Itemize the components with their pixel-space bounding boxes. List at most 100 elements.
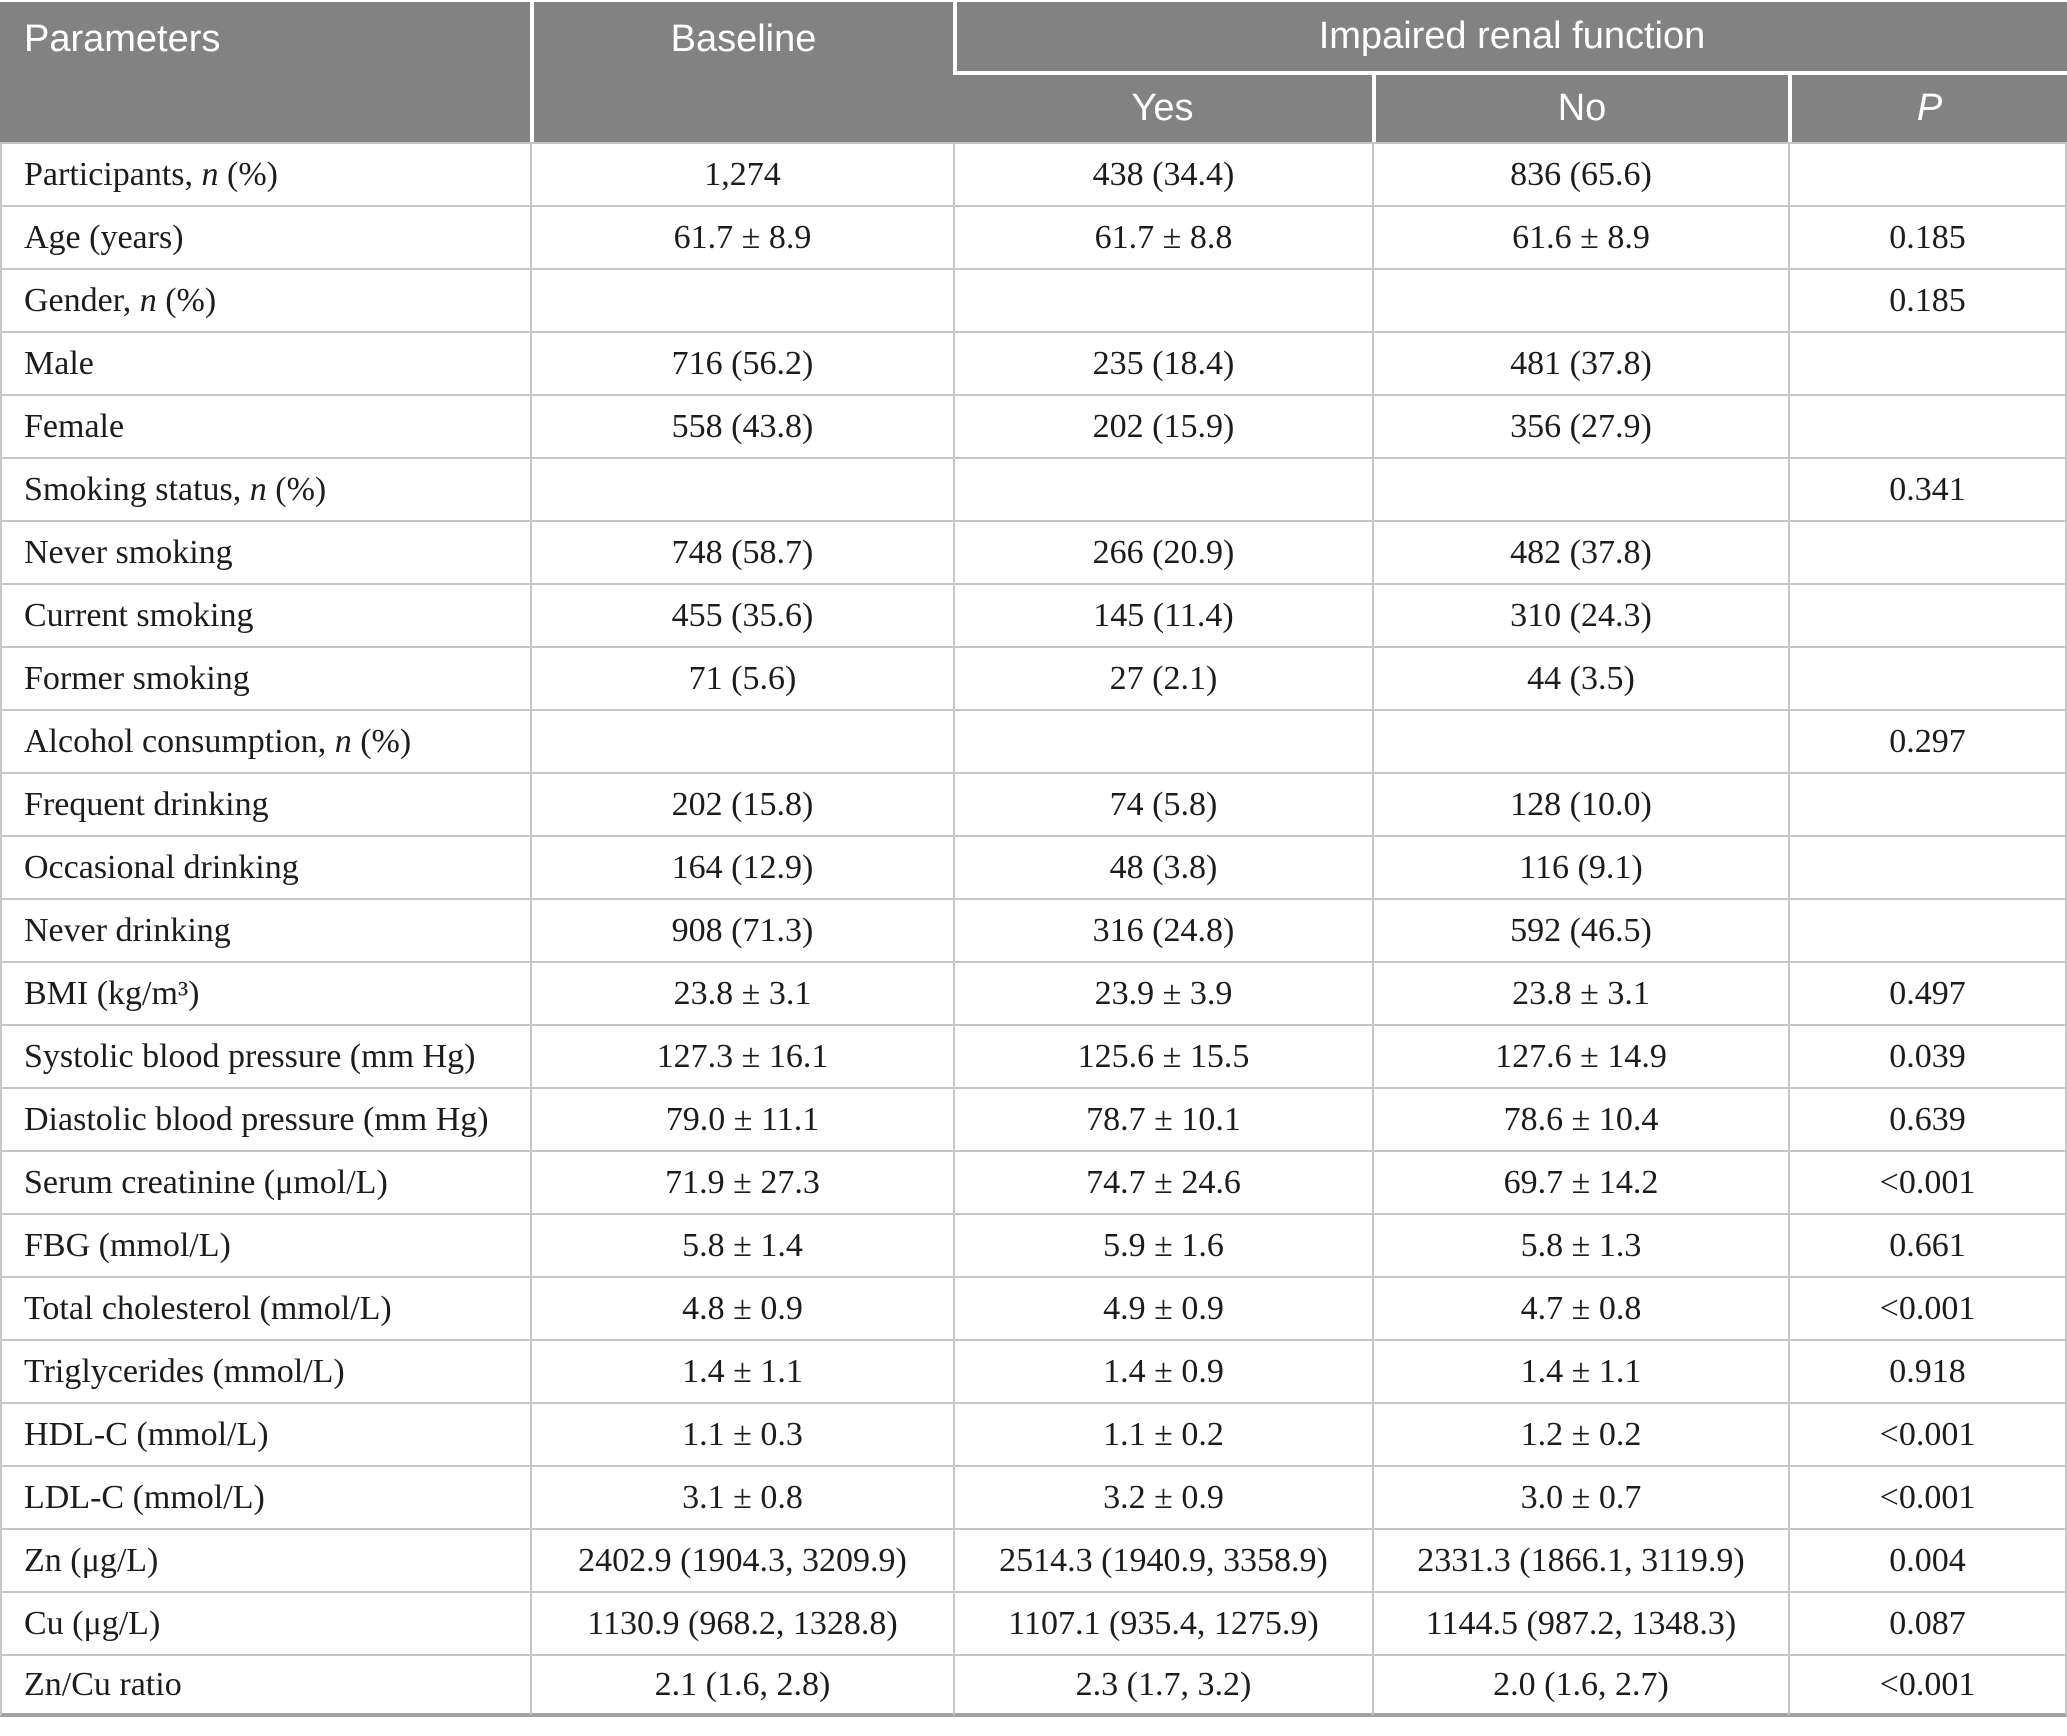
no-value-cell: 482 (37.8) bbox=[1372, 520, 1788, 583]
row-label-cell: Diastolic blood pressure (mm Hg) bbox=[0, 1087, 530, 1150]
baseline-value-cell: 4.8 ± 0.9 bbox=[530, 1276, 953, 1339]
row-label-cell: Frequent drinking bbox=[0, 772, 530, 835]
p-value-cell bbox=[1788, 646, 2067, 709]
table-row: Triglycerides (mmol/L) 1.4 ± 1.1 1.4 ± 0.9… bbox=[0, 1339, 2067, 1402]
yes-value-cell: 316 (24.8) bbox=[953, 898, 1372, 961]
row-label-cell: Female bbox=[0, 394, 530, 457]
p-value-cell bbox=[1788, 331, 2067, 394]
baseline-value-cell: 558 (43.8) bbox=[530, 394, 953, 457]
baseline-value-cell: 79.0 ± 11.1 bbox=[530, 1087, 953, 1150]
table-row: Systolic blood pressure (mm Hg) 127.3 ± 1… bbox=[0, 1024, 2067, 1087]
p-value-cell bbox=[1788, 520, 2067, 583]
p-value-cell: <0.001 bbox=[1788, 1276, 2067, 1339]
row-label-cell: Gender, n (%) bbox=[0, 268, 530, 331]
row-label-cell: FBG (mmol/L) bbox=[0, 1213, 530, 1276]
p-value-cell: <0.001 bbox=[1788, 1402, 2067, 1465]
baseline-value-cell: 3.1 ± 0.8 bbox=[530, 1465, 953, 1528]
table-row: Female 558 (43.8) 202 (15.9) 356 (27.9) bbox=[0, 394, 2067, 457]
yes-value-cell bbox=[953, 709, 1372, 772]
no-value-cell: 5.8 ± 1.3 bbox=[1372, 1213, 1788, 1276]
row-label-cell: LDL-C (mmol/L) bbox=[0, 1465, 530, 1528]
table-row: FBG (mmol/L) 5.8 ± 1.4 5.9 ± 1.6 5.8 ± 1.3 0… bbox=[0, 1213, 2067, 1276]
no-value-cell: 1.2 ± 0.2 bbox=[1372, 1402, 1788, 1465]
baseline-value-cell: 2402.9 (1904.3, 3209.9) bbox=[530, 1528, 953, 1591]
baseline-value-cell: 71.9 ± 27.3 bbox=[530, 1150, 953, 1213]
p-value-cell: 0.639 bbox=[1788, 1087, 2067, 1150]
p-value-cell: 0.039 bbox=[1788, 1024, 2067, 1087]
p-value-cell: 0.004 bbox=[1788, 1528, 2067, 1591]
yes-value-cell: 235 (18.4) bbox=[953, 331, 1372, 394]
table-row: Cu (μg/L) 1130.9 (968.2, 1328.8) 1107.1 (9… bbox=[0, 1591, 2067, 1654]
table-row: Former smoking 71 (5.6) 27 (2.1) 44 (3.5) bbox=[0, 646, 2067, 709]
yes-value-cell: 266 (20.9) bbox=[953, 520, 1372, 583]
table-row: Participants, n (%) 1,274 438 (34.4) 836 (6… bbox=[0, 142, 2067, 205]
baseline-value-cell: 1.4 ± 1.1 bbox=[530, 1339, 953, 1402]
baseline-value-cell: 5.8 ± 1.4 bbox=[530, 1213, 953, 1276]
row-label-cell: Occasional drinking bbox=[0, 835, 530, 898]
p-value-cell bbox=[1788, 394, 2067, 457]
yes-value-cell: 5.9 ± 1.6 bbox=[953, 1213, 1372, 1276]
no-value-cell: 1144.5 (987.2, 1348.3) bbox=[1372, 1591, 1788, 1654]
baseline-value-cell: 908 (71.3) bbox=[530, 898, 953, 961]
baseline-value-cell: 71 (5.6) bbox=[530, 646, 953, 709]
no-value-cell: 61.6 ± 8.9 bbox=[1372, 205, 1788, 268]
row-label-cell: HDL-C (mmol/L) bbox=[0, 1402, 530, 1465]
row-label-cell: Alcohol consumption, n (%) bbox=[0, 709, 530, 772]
yes-value-cell: 27 (2.1) bbox=[953, 646, 1372, 709]
no-value-cell: 127.6 ± 14.9 bbox=[1372, 1024, 1788, 1087]
table-row: BMI (kg/m³) 23.8 ± 3.1 23.9 ± 3.9 23.8 ± 3.… bbox=[0, 961, 2067, 1024]
row-label-cell: Cu (μg/L) bbox=[0, 1591, 530, 1654]
p-value-cell: 0.661 bbox=[1788, 1213, 2067, 1276]
no-value-cell bbox=[1372, 709, 1788, 772]
p-value-cell: 0.185 bbox=[1788, 205, 2067, 268]
table-row: Frequent drinking 202 (15.8) 74 (5.8) 128 (… bbox=[0, 772, 2067, 835]
column-header-parameters: Parameters bbox=[0, 2, 530, 142]
table-row: Never drinking 908 (71.3) 316 (24.8) 592 (4… bbox=[0, 898, 2067, 961]
column-header-yes: Yes bbox=[953, 75, 1372, 142]
p-value-cell bbox=[1788, 835, 2067, 898]
baseline-value-cell: 61.7 ± 8.9 bbox=[530, 205, 953, 268]
table-row: Male 716 (56.2) 235 (18.4) 481 (37.8) bbox=[0, 331, 2067, 394]
yes-value-cell: 74 (5.8) bbox=[953, 772, 1372, 835]
baseline-value-cell: 127.3 ± 16.1 bbox=[530, 1024, 953, 1087]
column-group-header-impaired-renal-function: Impaired renal function bbox=[953, 2, 2067, 75]
p-value-cell: 0.341 bbox=[1788, 457, 2067, 520]
yes-value-cell: 78.7 ± 10.1 bbox=[953, 1087, 1372, 1150]
table-row: Zn/Cu ratio 2.1 (1.6, 2.8) 2.3 (1.7, 3.2) 2… bbox=[0, 1654, 2067, 1717]
column-header-p-value: P bbox=[1788, 75, 2067, 142]
table-row: Total cholesterol (mmol/L) 4.8 ± 0.9 4.9 ±… bbox=[0, 1276, 2067, 1339]
p-value-cell: 0.497 bbox=[1788, 961, 2067, 1024]
table-row: Occasional drinking 164 (12.9) 48 (3.8) 116… bbox=[0, 835, 2067, 898]
row-label-cell: Former smoking bbox=[0, 646, 530, 709]
row-label-cell: Triglycerides (mmol/L) bbox=[0, 1339, 530, 1402]
yes-value-cell: 1.1 ± 0.2 bbox=[953, 1402, 1372, 1465]
table-row: Serum creatinine (μmol/L) 71.9 ± 27.3 74.7… bbox=[0, 1150, 2067, 1213]
baseline-value-cell: 202 (15.8) bbox=[530, 772, 953, 835]
no-value-cell: 2.0 (1.6, 2.7) bbox=[1372, 1654, 1788, 1717]
p-value-cell bbox=[1788, 772, 2067, 835]
table-row: Never smoking 748 (58.7) 266 (20.9) 482 (37… bbox=[0, 520, 2067, 583]
table-row: Diastolic blood pressure (mm Hg) 79.0 ± 1… bbox=[0, 1087, 2067, 1150]
no-value-cell bbox=[1372, 268, 1788, 331]
no-value-cell bbox=[1372, 457, 1788, 520]
yes-value-cell: 2.3 (1.7, 3.2) bbox=[953, 1654, 1372, 1717]
table-row: Alcohol consumption, n (%) 0.297 bbox=[0, 709, 2067, 772]
baseline-value-cell: 1,274 bbox=[530, 142, 953, 205]
table-row: HDL-C (mmol/L) 1.1 ± 0.3 1.1 ± 0.2 1.2 ± 0.… bbox=[0, 1402, 2067, 1465]
table-header: Parameters Baseline Impaired renal funct… bbox=[0, 2, 2067, 142]
row-label-cell: Participants, n (%) bbox=[0, 142, 530, 205]
p-value-cell bbox=[1788, 898, 2067, 961]
yes-value-cell: 4.9 ± 0.9 bbox=[953, 1276, 1372, 1339]
baseline-value-cell: 455 (35.6) bbox=[530, 583, 953, 646]
header-row-1: Parameters Baseline Impaired renal funct… bbox=[0, 2, 2067, 142]
baseline-value-cell: 164 (12.9) bbox=[530, 835, 953, 898]
baseline-value-cell: 2.1 (1.6, 2.8) bbox=[530, 1654, 953, 1717]
yes-value-cell bbox=[953, 268, 1372, 331]
yes-value-cell: 48 (3.8) bbox=[953, 835, 1372, 898]
baseline-value-cell: 1.1 ± 0.3 bbox=[530, 1402, 953, 1465]
table-row: LDL-C (mmol/L) 3.1 ± 0.8 3.2 ± 0.9 3.0 ± 0.… bbox=[0, 1465, 2067, 1528]
yes-value-cell: 1.4 ± 0.9 bbox=[953, 1339, 1372, 1402]
row-label-cell: Zn/Cu ratio bbox=[0, 1654, 530, 1717]
yes-value-cell: 1107.1 (935.4, 1275.9) bbox=[953, 1591, 1372, 1654]
p-value-cell: 0.087 bbox=[1788, 1591, 2067, 1654]
